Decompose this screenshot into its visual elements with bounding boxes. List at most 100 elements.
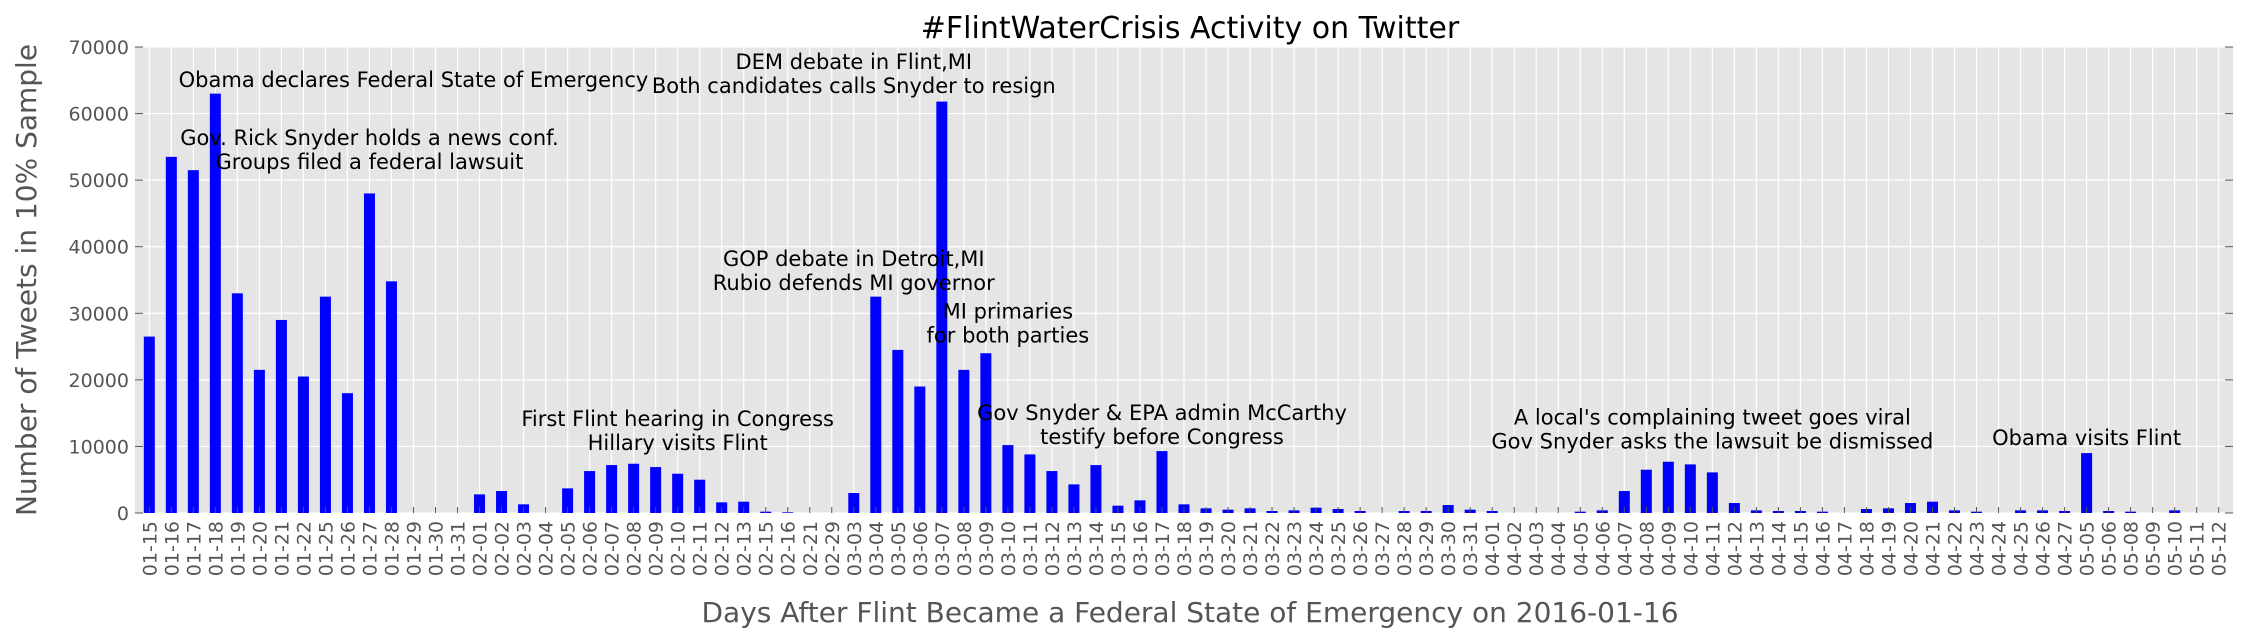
bar-01-20 bbox=[253, 369, 265, 513]
x-tick-label: 03-27 bbox=[1372, 521, 1394, 576]
x-tick-label: 04-07 bbox=[1614, 521, 1636, 576]
x-tick-label: 01-22 bbox=[293, 521, 315, 576]
bar-01-19 bbox=[231, 293, 243, 513]
bar-01-26 bbox=[341, 393, 353, 513]
annotation-text: Obama declares Federal State of Emergenc… bbox=[179, 68, 649, 92]
x-tick-label: 03-29 bbox=[1416, 521, 1438, 576]
bar-series bbox=[143, 93, 2181, 514]
x-tick-label: 02-10 bbox=[668, 521, 690, 576]
bar-04-11 bbox=[1706, 472, 1718, 513]
bar-02-05 bbox=[562, 488, 574, 513]
x-tick-label: 01-25 bbox=[315, 521, 337, 576]
annotation-text: Both candidates calls Snyder to resign bbox=[652, 74, 1056, 98]
x-tick-label: 03-31 bbox=[1460, 521, 1482, 576]
x-tick-label: 04-27 bbox=[2055, 521, 2077, 576]
bar-03-16 bbox=[1134, 500, 1146, 513]
x-tick-label: 03-21 bbox=[1240, 521, 1262, 576]
x-tick-label: 01-19 bbox=[227, 521, 249, 576]
x-tick-label: 01-30 bbox=[426, 521, 448, 576]
x-tick-label: 03-05 bbox=[888, 521, 910, 576]
x-tick-label: 05-08 bbox=[2121, 521, 2143, 576]
y-tick-label: 50000 bbox=[69, 170, 129, 192]
bar-03-06 bbox=[914, 386, 926, 513]
annotation-text: Hillary visits Flint bbox=[588, 431, 768, 455]
bar-04-09 bbox=[1662, 461, 1674, 513]
x-tick-label: 03-25 bbox=[1328, 521, 1350, 576]
x-tick-label: 02-07 bbox=[602, 521, 624, 576]
bar-03-12 bbox=[1046, 471, 1058, 513]
x-tick-label: 05-05 bbox=[2077, 521, 2099, 576]
bar-03-05 bbox=[892, 349, 904, 513]
x-tick-label: 01-28 bbox=[381, 521, 403, 576]
annotation-text: First Flint hearing in Congress bbox=[521, 407, 834, 431]
bar-01-18 bbox=[209, 93, 221, 513]
x-tick-label: 04-15 bbox=[1790, 521, 1812, 576]
x-tick-label: 04-20 bbox=[1900, 521, 1922, 576]
x-tick-label: 04-02 bbox=[1504, 521, 1526, 576]
x-tick-label: 03-16 bbox=[1130, 521, 1152, 576]
bar-02-09 bbox=[650, 467, 662, 513]
x-tick-label: 02-09 bbox=[646, 521, 668, 576]
y-tick-label: 0 bbox=[117, 503, 129, 525]
x-tick-label: 04-26 bbox=[2033, 521, 2055, 576]
x-tick-label: 04-21 bbox=[1922, 521, 1944, 576]
x-tick-label: 03-03 bbox=[844, 521, 866, 576]
x-tick-label: 02-12 bbox=[712, 521, 734, 576]
x-tick-label: 04-16 bbox=[1812, 521, 1834, 576]
x-tick-label: 03-06 bbox=[910, 521, 932, 576]
x-tick-label: 02-04 bbox=[536, 521, 558, 576]
x-tick-label: 04-04 bbox=[1548, 521, 1570, 576]
x-tick-label: 04-17 bbox=[1834, 521, 1856, 576]
y-tick-label: 10000 bbox=[69, 436, 129, 458]
annotation-text: Rubio defends MI governor bbox=[713, 271, 995, 295]
bar-01-22 bbox=[297, 376, 309, 513]
x-tick-label: 04-22 bbox=[1945, 521, 1967, 576]
x-tick-label: 02-11 bbox=[690, 521, 712, 576]
x-tick-label: 02-06 bbox=[580, 521, 602, 576]
x-tick-label: 03-23 bbox=[1284, 521, 1306, 576]
x-tick-label: 02-05 bbox=[558, 521, 580, 576]
x-tick-label: 04-06 bbox=[1592, 521, 1614, 576]
annotation-text: A local's complaining tweet goes viral bbox=[1514, 405, 1911, 429]
annotation-text: MI primaries bbox=[943, 300, 1073, 324]
annotation-text: GOP debate in Detroit,MI bbox=[723, 247, 985, 271]
y-axis-title: Number of Tweets in 10% Sample bbox=[10, 44, 43, 516]
x-axis-title: Days After Flint Became a Federal State … bbox=[701, 596, 1678, 629]
x-tick-label: 02-01 bbox=[470, 521, 492, 576]
bar-04-08 bbox=[1640, 469, 1652, 513]
x-tick-label: 04-08 bbox=[1636, 521, 1658, 576]
x-tick-label: 03-26 bbox=[1350, 521, 1372, 576]
x-tick-label: 03-20 bbox=[1218, 521, 1240, 576]
bar-03-17 bbox=[1156, 451, 1168, 513]
x-tick-label: 02-13 bbox=[734, 521, 756, 576]
x-tick-label: 03-10 bbox=[998, 521, 1020, 576]
bar-02-02 bbox=[496, 491, 508, 513]
x-tick-label: 05-11 bbox=[2187, 521, 2209, 576]
x-tick-label: 04-24 bbox=[1989, 521, 2011, 576]
bar-04-07 bbox=[1618, 491, 1630, 513]
x-tick-label: 01-20 bbox=[249, 521, 271, 576]
annotation-text: DEM debate in Flint,MI bbox=[735, 50, 972, 74]
bar-02-01 bbox=[474, 494, 486, 513]
x-tick-label: 03-28 bbox=[1394, 521, 1416, 576]
bar-03-07 bbox=[936, 101, 948, 514]
bar-01-28 bbox=[385, 281, 397, 513]
y-tick-label: 70000 bbox=[69, 37, 129, 59]
x-tick-label: 03-22 bbox=[1262, 521, 1284, 576]
bar-03-10 bbox=[1002, 445, 1014, 513]
x-tick-label: 03-15 bbox=[1108, 521, 1130, 576]
x-tick-label: 03-07 bbox=[932, 521, 954, 576]
x-tick-label: 01-26 bbox=[337, 521, 359, 576]
annotation-text: Gov. Rick Snyder holds a news conf. bbox=[180, 126, 558, 150]
x-tick-label: 03-14 bbox=[1086, 521, 1108, 576]
bar-02-10 bbox=[672, 473, 684, 513]
x-tick-label: 03-18 bbox=[1174, 521, 1196, 576]
x-tick-label: 03-04 bbox=[866, 521, 888, 576]
bar-03-04 bbox=[870, 296, 882, 513]
x-tick-label: 03-30 bbox=[1438, 521, 1460, 576]
x-axis-ticks: 01-15 01-16 01-17 01-18 01-19 01-20 01-21 01-22… bbox=[139, 507, 2231, 576]
x-tick-label: 04-13 bbox=[1746, 521, 1768, 576]
x-tick-label: 05-12 bbox=[2209, 521, 2231, 576]
bar-03-11 bbox=[1024, 454, 1036, 513]
